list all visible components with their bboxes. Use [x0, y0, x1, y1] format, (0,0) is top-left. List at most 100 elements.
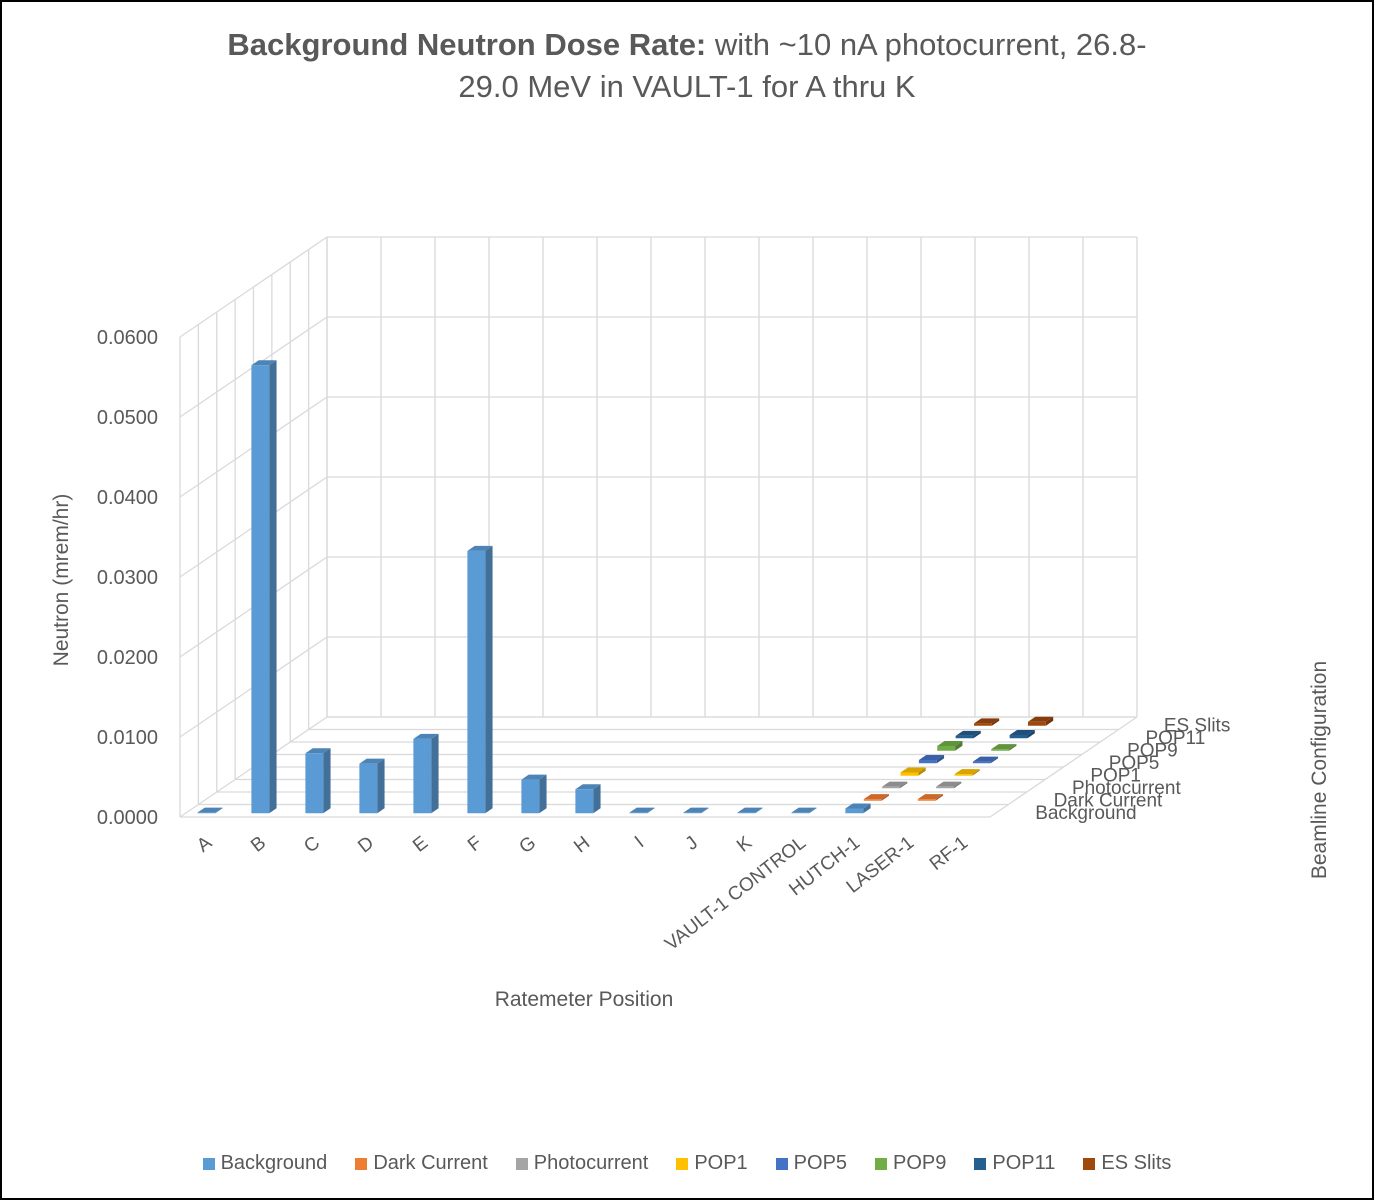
legend-swatch [355, 1157, 368, 1170]
legend-item: ES Slits [1083, 1152, 1171, 1175]
bar-background-c [305, 748, 331, 814]
x-tick-label: E [409, 832, 432, 856]
bar-side-face [647, 807, 655, 814]
bar-front-face [954, 774, 973, 776]
bar-front-face [1028, 721, 1046, 726]
bar-pop5-laser-1 [972, 756, 999, 764]
bar-pop5-hutch-1 [918, 755, 945, 764]
bar-pop1-laser-1 [954, 769, 980, 776]
bar-side-face [269, 360, 277, 814]
axis-labels: 0.0000 0.0100 0.0200 0.0300 0.0400 0.0500 0.06… [50, 327, 1331, 1011]
x-tick-label: K [733, 832, 756, 857]
bar-front-face [737, 812, 756, 814]
bar-top-face [575, 784, 601, 790]
legend-item: POP11 [974, 1152, 1055, 1175]
chart-title-bold: Background Neutron Dose Rate: [227, 27, 707, 62]
y-tick-label: 0.0100 [97, 727, 158, 749]
legend-item: POP5 [775, 1152, 848, 1175]
y-tick-label: 0.0400 [97, 487, 158, 509]
bar-top-face [467, 545, 493, 551]
bar-es-slits-hutch-1 [974, 718, 1000, 726]
bar-pop9-hutch-1 [937, 740, 963, 751]
legend-label: Background [220, 1152, 328, 1174]
bar-background-f [467, 545, 493, 814]
depth-tick-label: Background [1035, 803, 1136, 824]
bar-top-face [413, 733, 439, 739]
bar-side-face [485, 545, 493, 814]
bar-side-face [809, 807, 817, 814]
bar-front-face [845, 808, 864, 814]
legend-swatch [974, 1157, 987, 1170]
x-tick-label: G [516, 832, 541, 858]
bar-front-face [917, 799, 936, 801]
bar-front-face [197, 812, 216, 814]
legend: Background Dark Current Photocurrent POP1 PO… [2, 1152, 1372, 1175]
y-tick-label: 0.0500 [97, 407, 158, 429]
bar-background-d [359, 758, 385, 814]
bar-background-g [521, 774, 547, 814]
bar-dark-current-laser-1 [917, 794, 943, 801]
bar-front-face [683, 812, 702, 814]
bar-top-face [955, 730, 981, 736]
legend-item: Background [202, 1152, 328, 1175]
y-tick-label: 0.0300 [97, 567, 158, 589]
bar-front-face [991, 749, 1010, 751]
bar-front-face [575, 789, 594, 814]
y-tick-label: 0.0200 [97, 647, 158, 669]
floor-edge-line [989, 716, 1138, 818]
depth-tick-label: POP11 [1145, 728, 1205, 749]
bar-front-face [413, 738, 432, 814]
x-axis-title: Ratemeter Position [495, 988, 674, 1011]
horizontal-gridline [179, 316, 1137, 418]
bar-pop9-laser-1 [991, 744, 1017, 751]
horizontal-gridline [179, 476, 1137, 578]
bar-top-face [845, 803, 871, 809]
bar-side-face [973, 730, 981, 739]
bar-top-face [251, 360, 277, 366]
bar-front-face [900, 772, 919, 776]
legend-swatch [875, 1157, 888, 1170]
bar-top-face [683, 807, 709, 813]
x-tick-label: J [682, 832, 702, 854]
bar-dark-current-hutch-1 [863, 794, 889, 801]
legend-label: POP11 [992, 1152, 1056, 1174]
chart-title-line1: with ~10 nA photocurrent, 26.8- [706, 27, 1147, 62]
bar-side-face [936, 755, 945, 764]
bar-top-face [197, 807, 223, 813]
bar-front-face [1009, 735, 1028, 739]
bar-side-face [215, 807, 223, 814]
bar-top-face [972, 756, 999, 762]
bar-background-j [683, 807, 709, 814]
legend-swatch [202, 1157, 215, 1170]
chart-title: Background Neutron Dose Rate: with ~10 n… [2, 24, 1372, 108]
bar-side-face [953, 781, 962, 789]
bar-front-face [863, 799, 882, 801]
bar-top-face [991, 744, 1017, 750]
legend-swatch [775, 1157, 788, 1170]
bar-side-face [899, 781, 908, 789]
x-tick-label: C [300, 832, 324, 857]
bar-side-face [1045, 716, 1054, 726]
x-tick-label: F [464, 832, 486, 856]
bar-front-face [937, 745, 956, 751]
bar-front-face [251, 365, 270, 814]
bar-front-face [629, 812, 648, 814]
bar-side-face [935, 794, 943, 801]
y-tick-label: 0.0000 [97, 807, 158, 829]
x-tick-label: H [570, 832, 594, 857]
x-tick-label: I [631, 832, 648, 852]
legend-swatch [1083, 1157, 1096, 1170]
x-tick-label: VAULT-1 CONTROL [661, 832, 810, 955]
bar-background-vault-1-control [791, 807, 817, 814]
bar-side-face [990, 756, 999, 764]
bar-top-face [974, 718, 1000, 724]
bar-es-slits-laser-1 [1028, 716, 1054, 726]
bar-side-face [593, 784, 601, 814]
chart-title-line2: 29.0 MeV in VAULT-1 for A thru K [458, 69, 916, 104]
bar-top-face [305, 748, 331, 754]
legend-label: POP5 [793, 1152, 848, 1174]
bar-background-e [413, 733, 439, 814]
bar-front-face [305, 753, 324, 814]
bar-side-face [323, 748, 331, 814]
